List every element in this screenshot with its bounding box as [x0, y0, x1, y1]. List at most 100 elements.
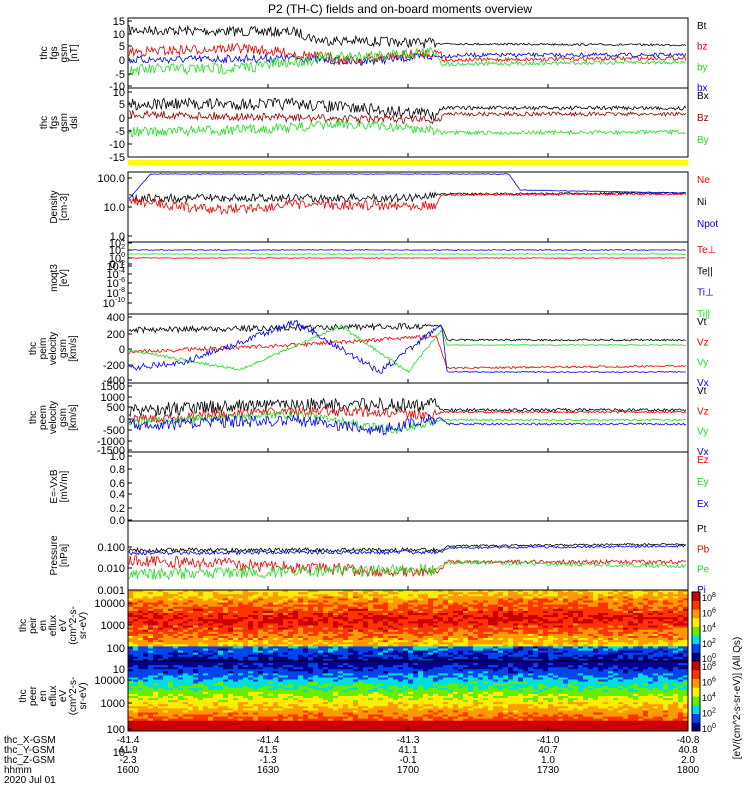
spectrogram-cell — [418, 642, 424, 645]
spectrogram-cell — [608, 656, 614, 660]
spectrogram-cell — [518, 619, 524, 622]
spectrogram-cell — [483, 627, 489, 631]
spectrogram-cell — [563, 615, 569, 618]
spectrogram-cell — [363, 592, 369, 595]
spectrogram-cell — [143, 590, 149, 593]
spectrogram-cell — [553, 615, 559, 618]
spectrogram-cell — [188, 631, 194, 635]
spectrogram-cell — [208, 621, 214, 624]
spectrogram-cell — [428, 631, 434, 635]
spectrogram-cell — [678, 640, 684, 643]
spectrogram-cell — [523, 606, 529, 610]
spectrogram-cell — [633, 652, 639, 656]
spectrogram-cell — [173, 658, 179, 662]
spectrogram-cell — [503, 646, 509, 649]
spectrogram-cell — [603, 631, 609, 635]
spectrogram-cell — [588, 640, 594, 643]
spectrogram-cell — [418, 646, 424, 649]
spectrogram-cell — [553, 646, 559, 649]
spectrogram-cell — [293, 623, 299, 626]
spectrogram-cell — [328, 610, 334, 614]
spectrogram-cell — [233, 642, 239, 645]
spectrogram-cell — [153, 635, 159, 639]
spectrogram-cell — [188, 652, 194, 656]
spectrogram-cell — [593, 658, 599, 662]
spectrogram-cell — [168, 633, 174, 637]
spectrogram-cell — [403, 594, 409, 597]
spectrogram-cell — [308, 654, 314, 658]
spectrogram-cell — [528, 590, 534, 593]
spectrogram-cell — [183, 644, 189, 647]
spectrogram-cell — [633, 625, 639, 628]
spectrogram-cell — [163, 621, 169, 624]
spectrogram-cell — [368, 642, 374, 645]
spectrogram-cell — [678, 638, 684, 641]
spectrogram-cell — [613, 623, 619, 626]
spectrogram-cell — [198, 606, 204, 610]
spectrogram-cell — [593, 642, 599, 645]
spectrogram-cell — [238, 648, 244, 651]
spectrogram-cell — [428, 650, 434, 654]
spectrogram-cell — [468, 623, 474, 626]
spectrogram-cell — [478, 615, 484, 618]
spectrogram-cell — [143, 648, 149, 651]
spectrogram-cell — [368, 656, 374, 660]
spectrogram-cell — [468, 631, 474, 635]
y-tick-label: 0.001 — [97, 585, 125, 597]
spectrogram-cell — [278, 638, 284, 641]
spectrogram-cell — [613, 608, 619, 612]
spectrogram-cell — [513, 646, 519, 649]
spectrogram-cell — [168, 606, 174, 610]
spectrogram-cell — [433, 604, 439, 608]
spectrogram-cell — [533, 627, 539, 631]
spectrogram-cell — [328, 606, 334, 610]
spectrogram-cell — [618, 594, 624, 597]
spectrogram-cell — [323, 661, 329, 664]
spectrogram-cell — [568, 633, 574, 637]
spectrogram-cell — [478, 644, 484, 647]
spectrogram-cell — [263, 627, 269, 631]
spectrogram-cell — [508, 635, 514, 639]
spectrogram-cell — [313, 644, 319, 647]
y-tick-label-base: 10 — [109, 245, 121, 257]
spectrogram-cell — [183, 640, 189, 643]
spectrogram-cell — [658, 633, 664, 637]
spectrogram-cell — [533, 590, 539, 593]
spectrogram-cell — [378, 604, 384, 608]
spectrogram-cell — [228, 631, 234, 635]
spectrogram-cell — [148, 654, 154, 658]
spectrogram-cell — [283, 615, 289, 618]
spectrogram-cell — [648, 640, 654, 643]
spectrogram-cell — [528, 621, 534, 624]
spectrogram-cell — [178, 596, 184, 599]
vy-trace — [128, 410, 687, 434]
spectrogram-cell — [603, 592, 609, 595]
spectrogram-cell — [323, 635, 329, 639]
spectrogram-cell — [258, 648, 264, 651]
spectrogram-cell — [408, 617, 414, 620]
spectrogram-cell — [363, 621, 369, 624]
spectrogram-cell — [453, 610, 459, 614]
spectrogram-cell — [283, 644, 289, 647]
spectrogram-cell — [403, 623, 409, 626]
spectrogram-cell — [148, 623, 154, 626]
spectrogram-cell — [303, 638, 309, 641]
spectrogram-cell — [283, 652, 289, 656]
spectrogram-cell — [633, 661, 639, 664]
spectrogram-cell — [448, 606, 454, 610]
spectrogram-cell — [328, 661, 334, 664]
spectrogram-cell — [133, 598, 139, 601]
y-axis-label-line: fgs — [49, 116, 60, 129]
spectrogram-cell — [448, 644, 454, 647]
spectrogram-cell — [398, 629, 404, 633]
y-tick-label: 10-6 — [107, 277, 126, 290]
spectrogram-cell — [498, 627, 504, 631]
spectrogram-cell — [353, 633, 359, 637]
spectrogram-cell — [618, 648, 624, 651]
spectrogram-cell — [573, 650, 579, 654]
spectrogram-cell — [593, 604, 599, 608]
spectrogram-cell — [648, 610, 654, 614]
spectrogram-cell — [348, 592, 354, 595]
spectrogram-cell — [543, 596, 549, 599]
spectrogram-cell — [473, 629, 479, 633]
